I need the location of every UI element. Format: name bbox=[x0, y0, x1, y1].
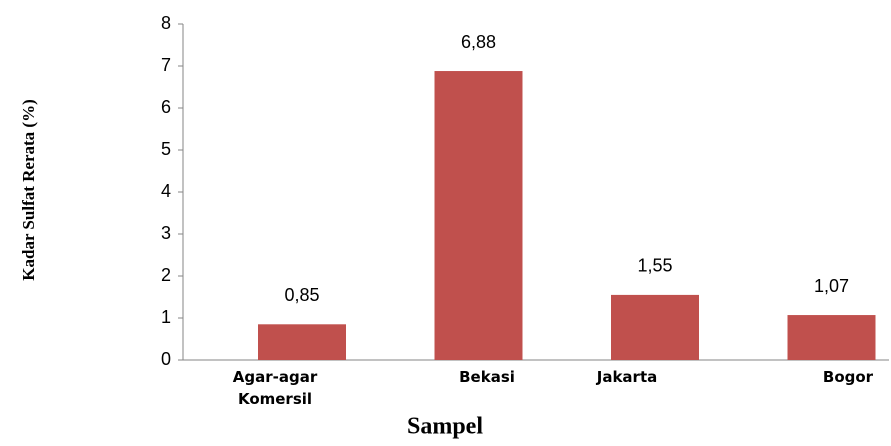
x-tick-label: Bekasi bbox=[459, 368, 515, 386]
y-tick-label: 4 bbox=[161, 181, 171, 201]
x-tick-label-box: Jakarta bbox=[596, 368, 658, 386]
bar bbox=[787, 315, 876, 360]
x-axis-title: Sampel bbox=[407, 414, 483, 440]
y-tick-label: 8 bbox=[161, 13, 171, 33]
x-tick-label: Jakarta bbox=[596, 368, 658, 386]
data-label: 0,85 bbox=[284, 285, 319, 305]
y-tick-label: 0 bbox=[161, 349, 171, 369]
y-tick-label: 6 bbox=[161, 97, 171, 117]
bar bbox=[611, 294, 699, 360]
y-axis-title: Kadar Sulfat Rerata (%) bbox=[19, 99, 38, 280]
y-tick-label: 3 bbox=[161, 223, 171, 243]
y-tick-label: 2 bbox=[161, 265, 171, 285]
y-tick-label: 5 bbox=[161, 139, 171, 159]
y-tick-label: 7 bbox=[161, 55, 171, 75]
x-tick-label-box: Bogor bbox=[822, 368, 874, 386]
x-tick-label: Agar-agar Komersil bbox=[232, 368, 318, 408]
y-tick-label: 1 bbox=[161, 307, 171, 327]
x-tick-label: Bogor bbox=[822, 368, 874, 386]
x-tick-label-box: Agar-agar Komersil bbox=[232, 368, 318, 408]
bar bbox=[258, 324, 346, 360]
bar bbox=[434, 71, 523, 360]
data-label: 1,55 bbox=[637, 256, 672, 276]
data-label: 6,88 bbox=[461, 32, 496, 52]
x-tick-label-box: Bekasi bbox=[459, 368, 515, 386]
data-label: 1,07 bbox=[814, 276, 849, 296]
